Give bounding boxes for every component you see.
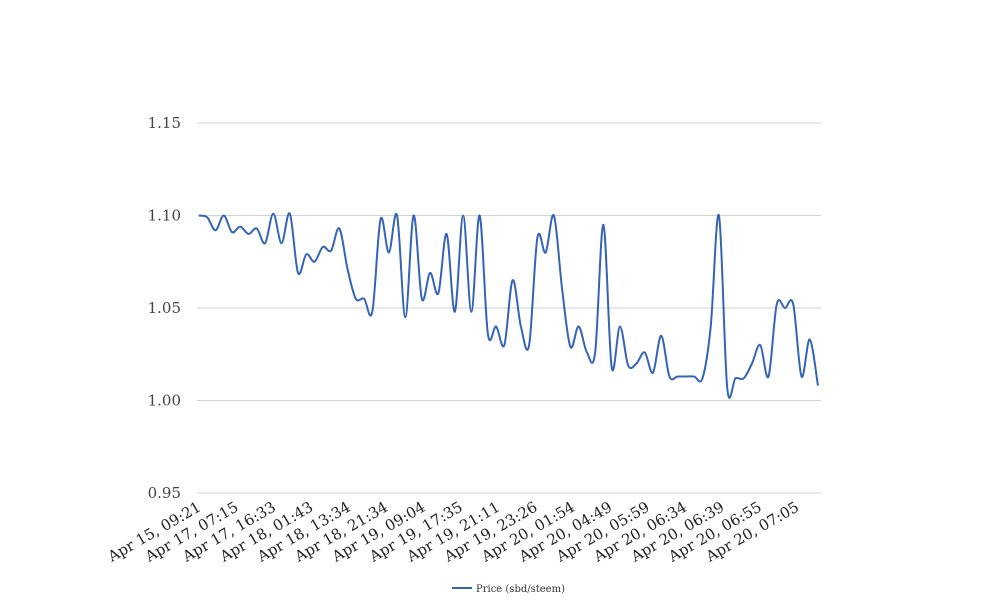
y-axis-tick-labels: 0.95 1.00 1.05 1.10 1.15 [148, 114, 181, 502]
series-layer [198, 212, 819, 399]
series-line-price [198, 212, 819, 399]
y-tick-label: 1.00 [148, 392, 181, 410]
legend-label-price: Price (sbd/steem) [476, 584, 565, 595]
y-tick-label: 1.10 [148, 207, 181, 225]
y-tick-label: 0.95 [148, 484, 181, 502]
y-tick-label: 1.15 [148, 114, 181, 132]
legend[interactable]: Price (sbd/steem) [452, 584, 565, 595]
y-tick-label: 1.05 [148, 299, 181, 317]
